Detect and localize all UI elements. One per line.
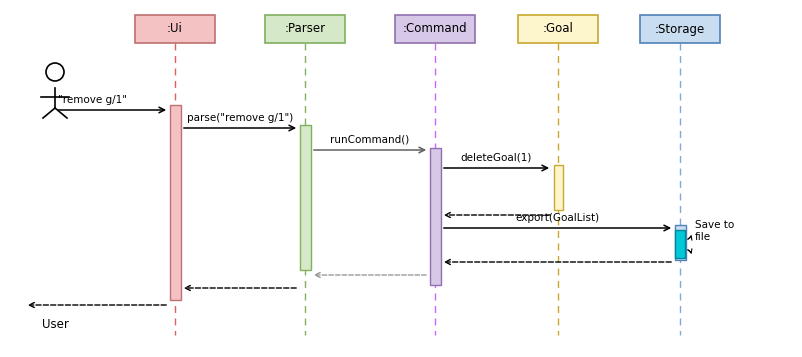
Text: parse("remove g/1"): parse("remove g/1") (187, 113, 293, 123)
Bar (553, 165, 562, 210)
Bar (640, 15, 720, 43)
Text: :Goal: :Goal (543, 22, 573, 35)
Text: deleteGoal(1): deleteGoal(1) (461, 153, 533, 163)
Bar (518, 15, 598, 43)
Text: :Command: :Command (403, 22, 468, 35)
Bar (395, 15, 475, 43)
Bar (430, 148, 440, 285)
Bar (265, 15, 345, 43)
Text: export(GoalList): export(GoalList) (516, 213, 600, 223)
Text: :Parser: :Parser (285, 22, 326, 35)
Text: runCommand(): runCommand() (330, 135, 410, 145)
Text: User: User (42, 318, 68, 331)
Text: "remove g/1": "remove g/1" (58, 95, 127, 105)
Bar (674, 225, 686, 260)
Text: :Ui: :Ui (167, 22, 183, 35)
Bar (169, 105, 180, 300)
Bar (299, 125, 310, 270)
Text: Save to
file: Save to file (695, 220, 735, 242)
Bar (135, 15, 215, 43)
Text: :Storage: :Storage (655, 22, 705, 35)
Bar (675, 230, 685, 258)
